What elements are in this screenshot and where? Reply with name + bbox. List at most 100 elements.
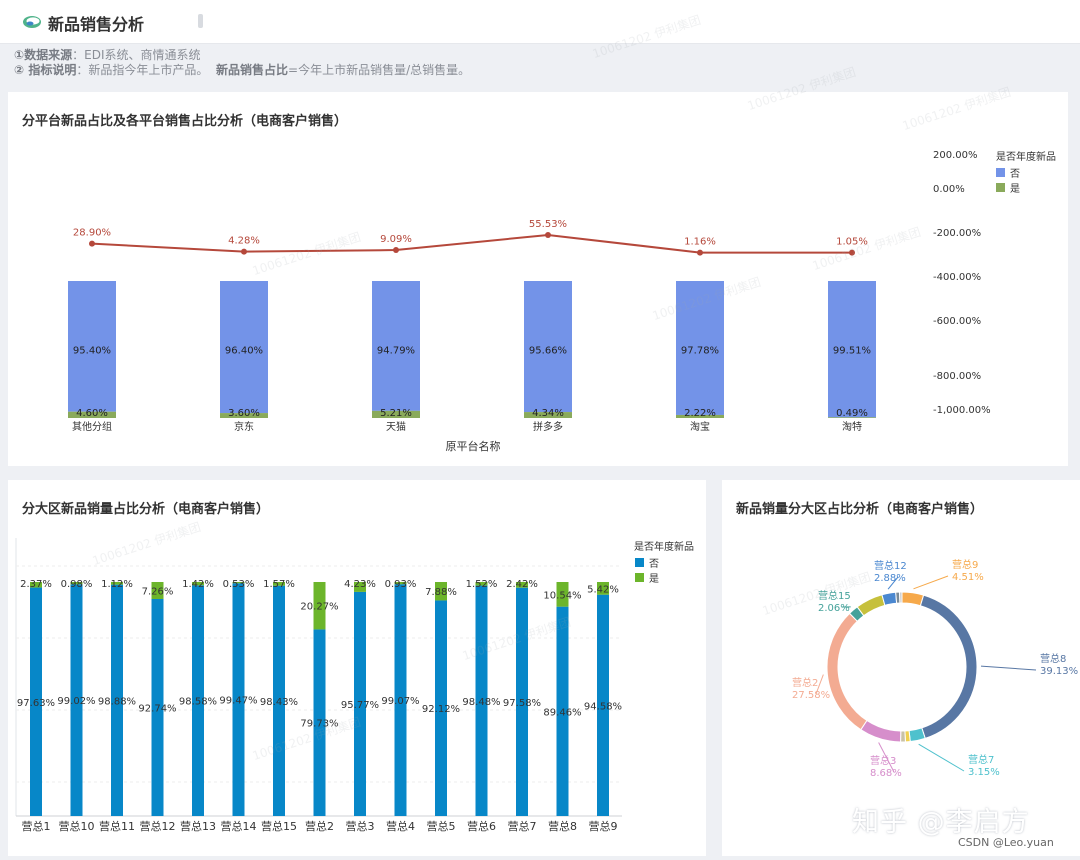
bar-segment-no: [676, 281, 724, 415]
bar-label-yes: 1.42%: [182, 579, 214, 590]
note-source: ①数据来源：EDI系统、商情通系统: [14, 48, 201, 62]
bar-label-yes: 7.26%: [142, 586, 174, 597]
bar-segment-yes: [220, 413, 268, 418]
app-logo-icon: [23, 16, 41, 28]
bar-segment-no: [394, 584, 407, 816]
line-point: [241, 248, 247, 255]
bar-label-no: 99.02%: [57, 696, 95, 707]
region-share-title: 新品销量分大区占比分析（电商客户销售）: [736, 502, 984, 517]
bar-segment-yes: [435, 582, 447, 601]
bar-label-no: 79.73%: [300, 719, 338, 730]
line-series: [91, 233, 853, 254]
bar-label-no: 98.88%: [98, 696, 136, 707]
header-marker: [198, 14, 203, 28]
region-share-panel: 新品销量分大区占比分析（电商客户销售） 营总9 4.51% 营总8 39.13% 营总7…: [722, 480, 1080, 856]
y2-tick-label: -600.00%: [933, 316, 981, 327]
bar-segment-no: [597, 594, 609, 816]
bar-segment-no: [273, 585, 285, 816]
x-tick-label: 营总14: [221, 819, 257, 833]
bar-label-no: 92.74%: [138, 703, 176, 714]
y2-tick-label: -400.00%: [933, 272, 981, 283]
bar-label-yes: 3.60%: [228, 408, 260, 419]
slice-value-label: 27.58%: [792, 690, 830, 701]
x-tick-label: 淘宝: [690, 420, 710, 433]
bar-segment-no: [435, 600, 447, 816]
line-point: [393, 247, 399, 254]
slice-name-label: 营总9: [952, 558, 978, 571]
bar-label-no: 95.77%: [341, 700, 379, 711]
bar-label-no: 98.58%: [179, 697, 217, 708]
slice-name-label: 营总7: [968, 753, 994, 766]
x-tick-label: 营总1: [22, 819, 51, 833]
donut-slice: [881, 591, 898, 606]
slice-name-label: 营总15: [818, 589, 851, 602]
bar-label-yes: 5.42%: [587, 584, 619, 595]
bar-label-yes: 10.54%: [543, 590, 581, 601]
bar-label-yes: 0.93%: [385, 579, 417, 590]
bar-segment-yes: [597, 582, 609, 595]
bar-label-yes: 20.27%: [300, 602, 338, 613]
csdn-credit: CSDN @Leo.yuan: [958, 836, 1054, 849]
bar-segment-no: [151, 598, 164, 816]
bar-label-yes: 4.23%: [344, 579, 376, 590]
bar-segment-yes: [372, 410, 420, 418]
bar-segment-yes: [111, 582, 123, 585]
x-tick-label: 营总8: [548, 819, 577, 833]
x-tick-label: 其他分组: [72, 420, 112, 433]
x-tick-label: 营总6: [467, 819, 496, 833]
y2-tick-label: -200.00%: [933, 228, 981, 239]
bar-label-no: 95.66%: [529, 346, 567, 357]
bar-label-no: 99.47%: [219, 696, 257, 707]
bar-segment-yes: [313, 582, 326, 630]
bar-label-yes: 4.34%: [532, 408, 564, 419]
bar-segment-yes: [556, 582, 569, 607]
bar-label-no: 89.46%: [543, 707, 581, 718]
legend-label-no: 否: [649, 558, 659, 570]
bar-label-no: 98.48%: [462, 697, 500, 708]
bar-segment-yes: [828, 417, 876, 418]
slice-value-label: 4.51%: [952, 572, 984, 583]
legend-title: 是否年度新品: [634, 540, 694, 553]
bar-segment-no: [220, 281, 268, 414]
bar-label-no: 99.51%: [833, 346, 871, 357]
line-point-label: 1.05%: [836, 237, 868, 248]
bar-label-no: 97.58%: [503, 698, 541, 709]
bar-segment-yes: [516, 582, 528, 588]
bar-segment-no: [68, 281, 116, 412]
line-point: [545, 231, 551, 238]
bar-label-yes: 1.52%: [466, 579, 498, 590]
y2-tick-label: 200.00%: [933, 150, 978, 161]
platform-chart-panel: 分平台新品占比及各平台销售占比分析（电商客户销售） 95.40% 4.60% 其他分…: [8, 92, 1068, 466]
bar-segment-no: [372, 281, 420, 411]
legend-swatch-yes: [635, 573, 644, 582]
bar-label-yes: 0.53%: [223, 579, 255, 590]
bar-segment-yes: [30, 582, 42, 588]
line-point: [697, 249, 703, 256]
bar-label-yes: 2.22%: [684, 408, 716, 419]
donut-slice: [900, 730, 906, 743]
slice-value-label: 39.13%: [1040, 666, 1078, 677]
platform-chart-title: 分平台新品占比及各平台销售占比分析（电商客户销售）: [22, 114, 348, 129]
line-point-label: 55.53%: [529, 219, 567, 230]
line-point-label: 28.90%: [73, 228, 111, 239]
x-tick-label: 营总3: [346, 819, 375, 833]
x-tick-label: 营总5: [427, 819, 456, 833]
bar-label-no: 99.07%: [381, 696, 419, 707]
y2-tick-label: 0.00%: [933, 184, 965, 195]
donut-slice: [919, 594, 978, 739]
slice-value-label: 2.06%: [818, 603, 850, 614]
bar-segment-no: [556, 606, 569, 816]
legend-swatch-yes: [996, 183, 1005, 192]
bar-segment-no: [192, 585, 204, 816]
x-tick-label: 淘特: [842, 420, 862, 433]
x-tick-label: 营总13: [180, 819, 216, 833]
platform-combo-chart: 95.40% 4.60%其他分组 96.40% 3.60%京东 94.79% 5.21%天…: [68, 150, 1056, 453]
bar-label-no: 96.40%: [225, 346, 263, 357]
bar-label-no: 97.78%: [681, 346, 719, 357]
bar-label-yes: 2.42%: [506, 579, 538, 590]
donut-slice: [899, 591, 903, 604]
slice-leader-line: [980, 665, 1037, 671]
bar-segment-no: [828, 281, 876, 418]
x-tick-label: 天猫: [386, 420, 406, 433]
